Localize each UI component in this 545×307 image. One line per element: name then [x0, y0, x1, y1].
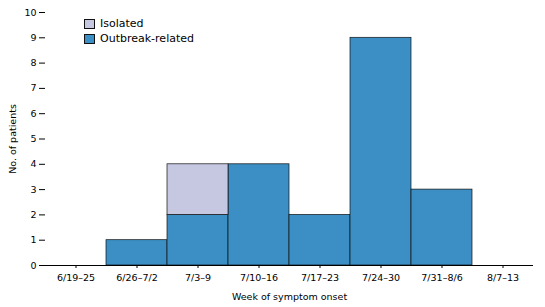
svg-text:9: 9	[30, 32, 36, 43]
svg-text:7/10–16: 7/10–16	[240, 272, 278, 283]
svg-text:6/26–7/2: 6/26–7/2	[116, 272, 157, 283]
svg-text:7: 7	[30, 82, 36, 93]
svg-text:3: 3	[30, 184, 36, 195]
svg-text:7/3–9: 7/3–9	[185, 272, 211, 283]
svg-text:1: 1	[30, 234, 36, 245]
svg-text:7/31–8/6: 7/31–8/6	[421, 272, 462, 283]
svg-text:No. of patients: No. of patients	[7, 104, 18, 174]
svg-text:0: 0	[30, 260, 36, 271]
svg-text:6/19–25: 6/19–25	[57, 272, 95, 283]
svg-text:8/7–13: 8/7–13	[487, 272, 519, 283]
svg-text:8: 8	[30, 57, 36, 68]
svg-text:4: 4	[30, 158, 36, 169]
svg-text:7/24–30: 7/24–30	[362, 272, 400, 283]
svg-text:7/17–23: 7/17–23	[301, 272, 339, 283]
svg-text:6: 6	[30, 108, 36, 119]
svg-text:10: 10	[24, 7, 36, 18]
svg-text:2: 2	[30, 209, 36, 220]
svg-text:Week of symptom onset: Week of symptom onset	[232, 291, 348, 302]
svg-text:5: 5	[30, 133, 36, 144]
html-text:Isolated: Isolated	[100, 17, 144, 30]
html-text:Outbreak-related: Outbreak-related	[100, 32, 194, 45]
